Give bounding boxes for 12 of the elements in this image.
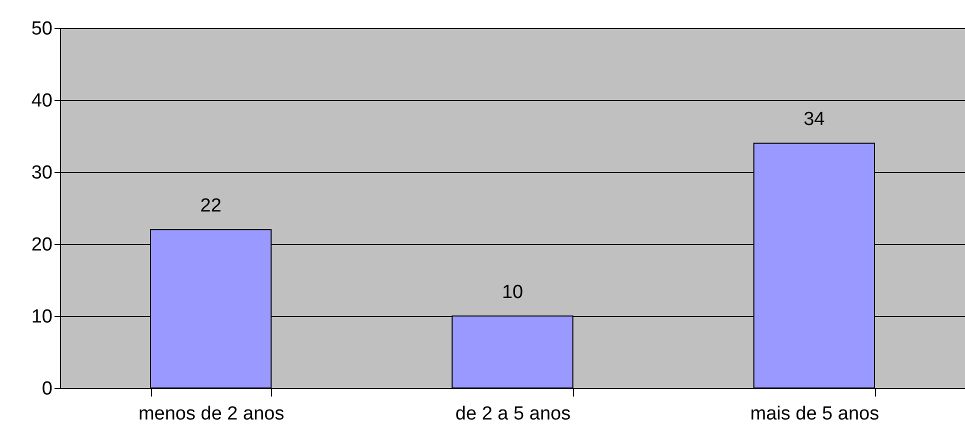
- y-tick-label: 50: [31, 18, 52, 40]
- y-tick-label: 30: [31, 162, 52, 184]
- y-tick-label: 40: [31, 90, 52, 112]
- data-label: 22: [200, 196, 222, 217]
- y-tick-label: 20: [31, 234, 52, 256]
- x-tick-label: de 2 a 5 anos: [455, 404, 571, 424]
- x-tick-label: mais de 5 anos: [750, 404, 880, 424]
- y-tick-label: 0: [42, 378, 52, 400]
- x-tick-label: menos de 2 anos: [138, 404, 284, 424]
- y-tick-label: 10: [31, 306, 52, 328]
- data-label: 34: [804, 109, 826, 130]
- data-label: 10: [502, 282, 524, 303]
